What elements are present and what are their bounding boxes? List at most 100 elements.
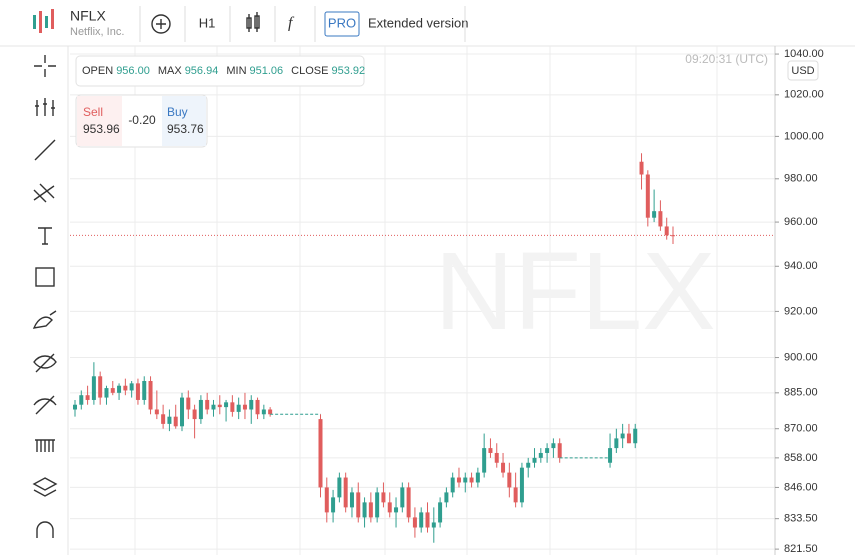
candle-body	[406, 487, 411, 518]
chart-type-button[interactable]	[246, 12, 260, 32]
candle-body	[608, 448, 613, 463]
currency[interactable]: USD	[791, 65, 814, 77]
ohlc-value: 951.06	[250, 65, 284, 77]
ohlc-label: CLOSE	[291, 65, 328, 77]
ohlc-value: 956.00	[116, 65, 150, 77]
candle-body	[261, 409, 266, 415]
candle-body	[230, 402, 235, 412]
candle-body	[482, 448, 487, 473]
candle-body	[198, 399, 203, 420]
y-tick-label: 960.00	[784, 216, 818, 228]
candle-body	[633, 428, 638, 444]
y-tick-label: 870.00	[784, 423, 818, 435]
layers-tool[interactable]	[32, 477, 58, 497]
hide-tool[interactable]	[33, 353, 57, 373]
shape-tool[interactable]	[35, 267, 55, 287]
ohlc-value: 956.94	[185, 65, 219, 77]
candle-body	[117, 385, 122, 393]
y-tick-label: 1040.00	[784, 48, 824, 60]
clock: 09:20:31 (UTC)	[685, 52, 768, 66]
candle-body	[438, 502, 443, 523]
candle-body	[513, 487, 518, 503]
candle-body	[557, 443, 562, 458]
candle-body	[79, 395, 84, 405]
candle-body	[626, 433, 631, 444]
delete-tool[interactable]	[35, 439, 55, 452]
y-tick-label: 1000.00	[784, 130, 824, 142]
candle-body	[645, 174, 650, 218]
candle-body	[519, 467, 524, 503]
ohlc-panel	[75, 55, 365, 87]
candle-body	[469, 477, 474, 483]
candle-body	[73, 404, 77, 410]
currency-box[interactable]	[787, 60, 819, 81]
line-tool[interactable]	[34, 139, 56, 161]
candle-body	[205, 399, 210, 410]
left-toolbar	[32, 46, 69, 555]
magnet-tool[interactable]	[36, 521, 54, 538]
fib-tool[interactable]	[33, 183, 55, 203]
candle-body	[368, 502, 373, 518]
candle-body	[456, 477, 461, 483]
candle-body	[142, 381, 147, 400]
candle-body	[664, 226, 669, 236]
y-tick-label: 885.00	[784, 387, 818, 399]
candle-body	[463, 477, 468, 483]
candle-body	[154, 409, 159, 415]
candle-body	[425, 512, 430, 528]
add-button[interactable]	[151, 14, 171, 34]
candle-body	[85, 395, 90, 400]
candle-body	[400, 487, 405, 508]
extended-version[interactable]: Extended version	[368, 15, 468, 30]
candle-body	[135, 383, 140, 400]
candle-body	[217, 404, 222, 408]
candle-body	[129, 383, 134, 391]
top-bar: NFLX Netflix, Inc. H1 f PRO Extended ver…	[33, 6, 468, 42]
candle-body	[431, 522, 436, 528]
sell-price[interactable]: 953.96	[83, 122, 120, 136]
candle-body	[538, 452, 543, 458]
ohlc-label: MAX	[158, 65, 183, 77]
y-tick-label: 900.00	[784, 351, 818, 363]
y-tick-label: 980.00	[784, 173, 818, 185]
crosshair-tool[interactable]	[34, 55, 56, 77]
candle-body	[620, 433, 625, 439]
candle-body	[419, 512, 424, 528]
brush-tool[interactable]	[32, 310, 57, 329]
candle-body	[192, 409, 197, 420]
hide-all-tool[interactable]	[33, 395, 57, 415]
indicators-button[interactable]: f	[288, 15, 295, 32]
candle-body	[381, 492, 386, 503]
candle-body	[236, 404, 241, 412]
text-tool[interactable]	[38, 227, 52, 245]
timeframe-button[interactable]: H1	[199, 15, 216, 30]
candle-body	[475, 472, 480, 483]
y-tick-label: 833.50	[784, 513, 818, 525]
candle-body	[494, 452, 499, 463]
candle-body	[148, 381, 153, 410]
pro-badge[interactable]	[324, 11, 360, 37]
candle-body	[123, 385, 128, 391]
candle-body	[532, 457, 537, 463]
sell-button[interactable]	[77, 96, 122, 146]
y-tick-label: 858.00	[784, 452, 818, 464]
buy-label[interactable]: Buy	[167, 105, 188, 119]
candle-body	[161, 414, 166, 424]
candle-body	[551, 443, 556, 449]
candle-body	[186, 397, 191, 410]
buy-button[interactable]	[162, 96, 206, 146]
candle-body	[545, 448, 550, 453]
candle-body	[268, 409, 273, 415]
candle-body	[110, 388, 115, 393]
candle-body	[331, 497, 336, 513]
ohlc-value: 953.92	[331, 65, 365, 77]
candle-body	[444, 492, 449, 503]
indicator-tool[interactable]	[35, 98, 55, 116]
sell-label[interactable]: Sell	[83, 105, 103, 119]
candle-body	[249, 399, 254, 410]
buy-price[interactable]: 953.76	[167, 122, 204, 136]
ohlc-label: MIN	[226, 65, 246, 77]
y-tick-label: 846.00	[784, 481, 818, 493]
pro-label[interactable]: PRO	[328, 15, 356, 30]
trade-panel: Sell 953.96 -0.20 Buy 953.76	[75, 94, 208, 148]
